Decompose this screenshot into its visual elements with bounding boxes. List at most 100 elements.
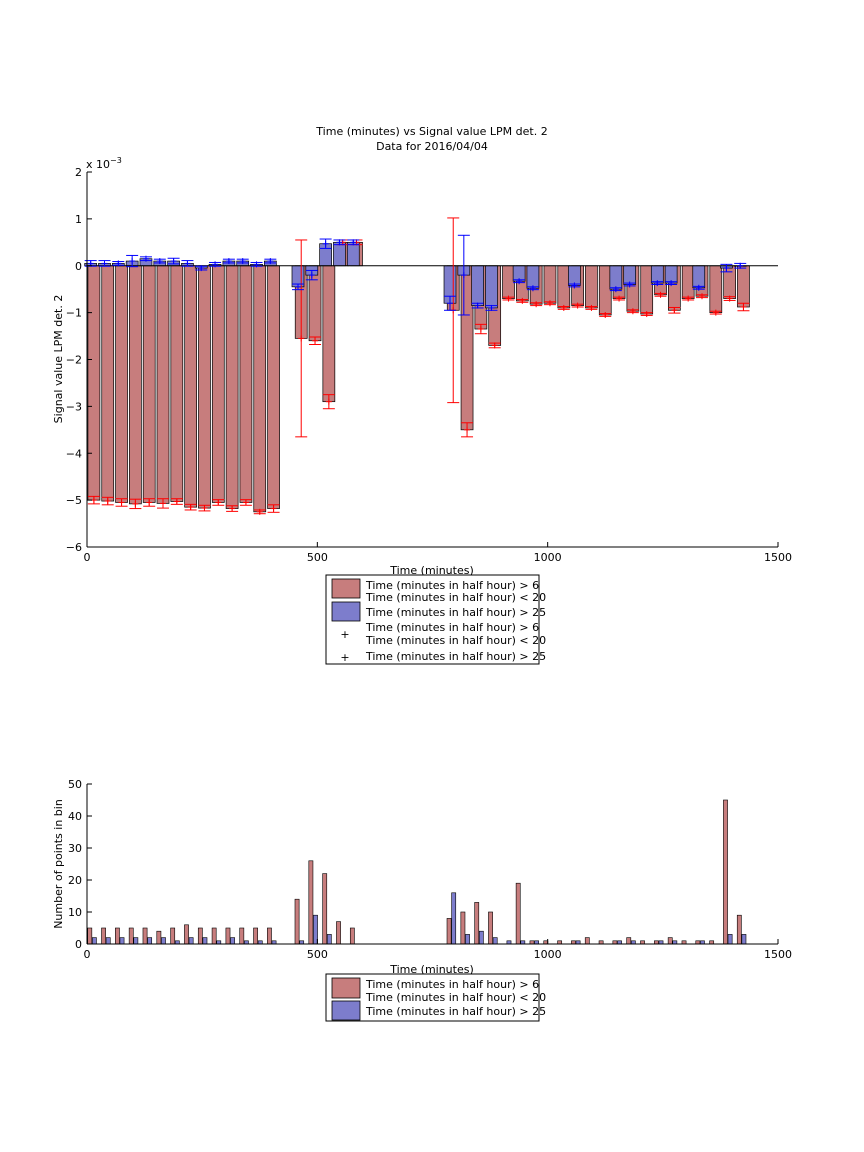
bottom-legend-entry-3: Time (minutes in half hour) > 25 [365, 1005, 546, 1018]
top-bar-series-1 [681, 265, 695, 299]
bottom-bar-series-1 [667, 937, 673, 945]
bottom-bar-series-1 [197, 927, 203, 945]
bottom-bar-series-1 [736, 914, 742, 945]
top-bar-series-1 [239, 265, 253, 503]
top-bar-series-1 [723, 265, 736, 299]
bottom-bar-series-1 [267, 927, 272, 945]
top-y-tick-label: −6 [66, 541, 82, 554]
top-x-axis-label: Time (minutes) [389, 564, 474, 577]
top-bar-series-1 [211, 265, 225, 503]
bottom-bars-layer [87, 799, 747, 945]
bottom-bar-series-1 [460, 911, 466, 945]
bottom-bar-series-2 [727, 934, 733, 945]
bottom-axes-layer: 0 500 1000 1500 0 10 20 30 40 50 [68, 778, 792, 961]
bottom-bar-series-1 [115, 927, 120, 945]
top-bar-series-1 [87, 265, 101, 501]
bottom-bar-series-2 [91, 937, 97, 945]
top-y-tick-label: 1 [75, 213, 82, 226]
top-bars-layer [84, 217, 778, 515]
top-y-tick-label: 2 [75, 166, 82, 179]
bottom-bar-series-2 [188, 937, 194, 945]
top-legend-entry-2: Time (minutes in half hour) < 20 [365, 591, 546, 604]
top-bar-series-2 [609, 265, 623, 290]
bottom-x-tick-label: 0 [84, 948, 91, 961]
bottom-legend-entry-2: Time (minutes in half hour) < 20 [365, 991, 546, 1004]
top-bar-series-1 [322, 265, 336, 403]
bottom-bar-series-1 [128, 927, 134, 945]
bottom-bar-series-2 [147, 937, 153, 945]
top-y-tick-label: −1 [66, 307, 82, 320]
top-bar-series-1 [142, 265, 156, 503]
bottom-legend: Time (minutes in half hour) > 6 Time (mi… [325, 973, 546, 1022]
top-bar-series-1 [198, 265, 211, 509]
bottom-bar-series-2 [161, 937, 166, 945]
bottom-bar-series-1 [584, 937, 590, 945]
top-bar-series-1 [156, 265, 170, 504]
top-axes-layer: 0 500 1000 1500 −6 −5 −4 −3 −2 −1 0 1 2 [66, 166, 792, 564]
top-bar-series-1 [460, 265, 474, 431]
bottom-bar-series-2 [133, 937, 139, 945]
top-y-tick-label: −3 [66, 400, 82, 413]
bottom-legend-box [325, 973, 540, 1022]
top-legend-entry-5: Time (minutes in half hour) < 20 [365, 634, 546, 647]
bottom-bar-series-1 [723, 799, 728, 945]
bottom-bar-series-1 [87, 927, 93, 945]
top-legend-marker-red: + [340, 628, 349, 641]
top-bar-series-1 [502, 265, 515, 299]
top-y-tick-label: −4 [66, 447, 82, 460]
bottom-legend-swatch-red [331, 977, 361, 999]
top-x-tick-label: 500 [307, 551, 328, 564]
bottom-bar-series-1 [322, 873, 328, 945]
bottom-bar-series-1 [170, 927, 176, 945]
top-x-tick-label: 1500 [764, 551, 792, 564]
top-y-tick-label: −5 [66, 494, 82, 507]
top-legend-swatch-blue [331, 601, 361, 622]
bottom-bar-series-1 [446, 918, 452, 945]
top-bar-series-2 [485, 265, 498, 309]
top-legend-entry-1: Time (minutes in half hour) > 6 [365, 579, 539, 592]
top-bar-series-1 [225, 265, 239, 509]
top-bar-series-1 [585, 265, 598, 309]
bottom-bar-series-1 [349, 927, 355, 945]
bottom-bar-series-1 [308, 860, 314, 945]
top-bar-series-1 [101, 265, 115, 502]
top-bar-series-2 [526, 265, 540, 289]
top-bar-series-1 [543, 265, 557, 304]
top-bar-series-1 [737, 265, 750, 308]
top-bar-series-1 [598, 265, 612, 316]
bottom-bar-series-1 [184, 924, 189, 945]
bottom-bar-series-1 [294, 898, 300, 945]
top-bar-series-1 [253, 265, 267, 513]
bottom-bar-series-1 [239, 927, 245, 945]
bottom-bar-series-2 [119, 937, 125, 945]
bottom-legend-entry-1: Time (minutes in half hour) > 6 [365, 978, 539, 991]
top-y-exponent-base: x 10 [86, 158, 110, 171]
top-legend-entry-3: Time (minutes in half hour) > 25 [365, 606, 546, 619]
bottom-y-tick-label: 0 [75, 938, 82, 951]
top-bar-series-2 [346, 241, 360, 267]
top-bar-series-2 [333, 241, 346, 267]
top-y-exponent-label: x 10−3 [86, 156, 122, 171]
top-bar-series-1 [267, 265, 280, 509]
bottom-bar-series-1 [211, 927, 217, 945]
bottom-bar-series-2 [492, 937, 498, 945]
bottom-bar-series-1 [488, 911, 493, 945]
top-bar-series-2 [692, 265, 706, 289]
bottom-bar-series-1 [101, 927, 106, 945]
top-legend-marker-blue: + [340, 651, 349, 664]
top-legend-entry-6: Time (minutes in half hour) > 25 [365, 650, 546, 663]
top-y-axis-label: Signal value LPM det. 2 [52, 295, 65, 424]
top-bar-series-1 [557, 265, 571, 309]
top-bar-series-1 [184, 265, 197, 508]
top-y-tick-label: 0 [75, 260, 82, 273]
bottom-bar-series-1 [336, 921, 341, 945]
bottom-bar-series-2 [741, 934, 747, 945]
top-y-tick-label: −2 [66, 354, 82, 367]
bottom-bar-series-1 [253, 927, 258, 945]
top-chart-subtitle: Data for 2016/04/04 [376, 140, 488, 153]
bottom-bar-series-2 [230, 937, 235, 945]
top-legend-swatch-red [331, 578, 361, 599]
bottom-bar-series-1 [156, 930, 162, 945]
top-bar-series-1 [170, 265, 184, 502]
